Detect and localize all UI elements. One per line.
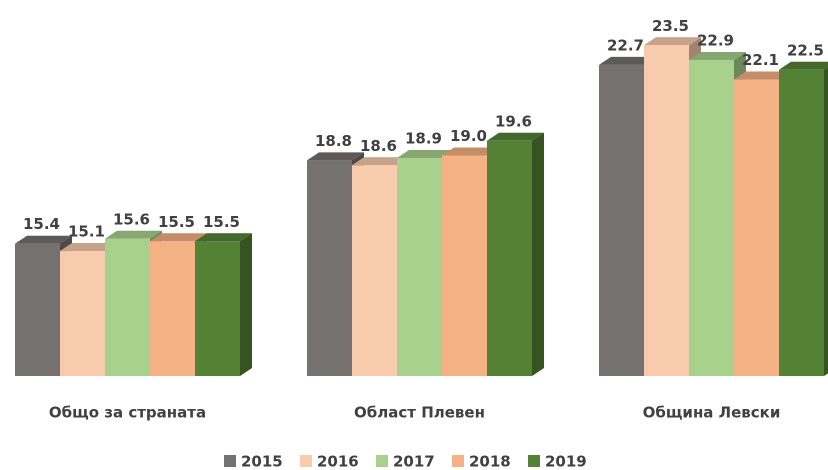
bar-top-shade xyxy=(599,56,656,65)
bar-top xyxy=(195,233,252,242)
bar-top xyxy=(599,56,656,65)
bar-top-shade xyxy=(779,61,828,70)
value-label: 18.9 xyxy=(405,129,442,147)
bar-top xyxy=(644,37,701,46)
legend-label: 2019 xyxy=(545,453,587,470)
bar-top xyxy=(307,152,364,161)
bar xyxy=(105,238,150,376)
legend-label: 2015 xyxy=(241,453,283,470)
bar-top-shade xyxy=(195,233,252,242)
bar xyxy=(734,79,779,377)
bar xyxy=(599,64,644,376)
value-label: 19.0 xyxy=(450,127,487,145)
legend-swatch xyxy=(528,455,540,467)
bar-top-shade xyxy=(307,152,364,161)
bar-side-shade xyxy=(240,233,252,376)
bar xyxy=(442,155,487,376)
bar-side xyxy=(824,67,828,376)
value-label: 15.5 xyxy=(158,213,195,231)
bar xyxy=(689,59,734,376)
bar xyxy=(15,243,60,376)
bar-top-shade xyxy=(105,230,162,239)
bar-side xyxy=(532,132,544,376)
value-label: 22.1 xyxy=(742,51,779,69)
bar-top-shade xyxy=(15,235,72,244)
bar-top xyxy=(150,233,207,242)
value-label: 15.5 xyxy=(203,213,240,231)
bar-top xyxy=(487,132,544,141)
bars xyxy=(15,37,828,377)
bar-top-shade xyxy=(734,71,791,80)
bar-top-shade xyxy=(60,243,117,252)
value-label: 15.6 xyxy=(113,210,150,228)
bar-top xyxy=(352,157,409,166)
value-labels: 15.4 15.1 15.6 15.5 15.5 18.8 18.6 18.9 19.0 19.6… xyxy=(23,17,824,241)
value-label: 18.6 xyxy=(360,137,397,155)
value-label: 15.4 xyxy=(23,215,60,233)
bar-top-shade xyxy=(352,157,409,166)
legend-swatch xyxy=(452,455,464,467)
bar-side-shade xyxy=(824,67,828,376)
bar-top xyxy=(779,61,828,70)
legend-label: 2018 xyxy=(469,453,511,470)
bar-top-shade xyxy=(150,233,207,242)
bar-top xyxy=(15,235,72,244)
category-label: Област Плевен xyxy=(354,404,485,422)
legend-swatch xyxy=(376,455,388,467)
bar-top-shade xyxy=(442,147,499,156)
value-label: 22.5 xyxy=(787,41,824,59)
bar-top xyxy=(60,243,117,252)
bar-top xyxy=(105,230,162,239)
value-label: 23.5 xyxy=(652,17,689,35)
bar xyxy=(352,165,397,376)
category-label: Община Левски xyxy=(643,404,781,422)
bar xyxy=(60,251,105,376)
bar-top-shade xyxy=(644,37,701,46)
value-label: 19.6 xyxy=(495,112,532,130)
value-label: 22.7 xyxy=(607,36,644,54)
bar-top xyxy=(734,71,791,80)
bar-top xyxy=(442,147,499,156)
bar-top-shade xyxy=(487,132,544,141)
category-label: Общо за страната xyxy=(49,404,206,422)
legend-label: 2016 xyxy=(317,453,359,470)
bar xyxy=(307,160,352,376)
legend-swatch xyxy=(224,455,236,467)
value-label: 18.8 xyxy=(315,132,352,150)
bar xyxy=(487,140,532,376)
bar xyxy=(397,157,442,376)
bar-top-shade xyxy=(689,51,746,60)
legend-label: 2017 xyxy=(393,453,435,470)
bar-side xyxy=(240,233,252,376)
value-label: 22.9 xyxy=(697,31,734,49)
bar xyxy=(644,45,689,376)
bar-top xyxy=(689,51,746,60)
bar-top xyxy=(397,149,454,158)
bar xyxy=(779,69,824,376)
bar-top-shade xyxy=(397,149,454,158)
bar-side-shade xyxy=(532,132,544,376)
bar xyxy=(195,241,240,376)
legend-swatch xyxy=(300,455,312,467)
value-label: 15.1 xyxy=(68,223,105,241)
bar xyxy=(150,241,195,376)
